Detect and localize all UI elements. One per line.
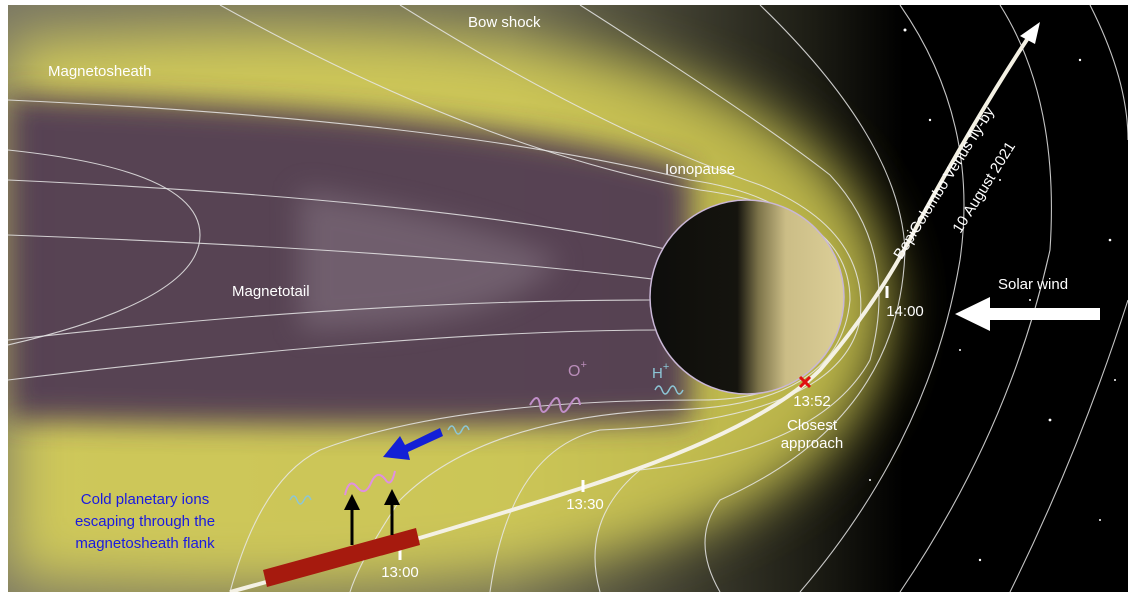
closest-approach-marker xyxy=(798,375,812,389)
label: Closest xyxy=(787,417,838,434)
label: Bow shock xyxy=(468,14,541,31)
trajectory-arrowhead xyxy=(1020,22,1040,44)
ion-bar xyxy=(263,528,420,587)
illustration xyxy=(8,5,1128,592)
label: Solar wind xyxy=(998,276,1068,293)
h-ion-helix xyxy=(654,385,684,395)
time-label: 14:00 xyxy=(886,303,924,320)
tail-plasma xyxy=(300,190,560,330)
ion-label: O+ xyxy=(568,359,587,380)
time-label: 13:52 xyxy=(793,393,831,410)
label: Magnetosheath xyxy=(48,63,151,80)
trajectory xyxy=(229,30,1034,592)
ion-charge: + xyxy=(663,361,669,373)
escape-arrows xyxy=(344,489,400,545)
ion-symbol: H xyxy=(652,365,663,382)
note: magnetosheath flank xyxy=(75,535,215,552)
o-ion-helix xyxy=(529,397,581,413)
ion-flow-arrow xyxy=(383,428,443,460)
label: Magnetotail xyxy=(232,283,310,300)
time-label: 13:00 xyxy=(381,564,419,581)
ion-label: H+ xyxy=(652,361,669,382)
stars xyxy=(869,28,1116,562)
note: Cold planetary ions xyxy=(81,491,209,508)
venus xyxy=(649,199,845,395)
note: escaping through the xyxy=(75,513,215,530)
h-ion-helix xyxy=(289,495,312,505)
ion-symbol: O xyxy=(568,363,580,380)
label: Ionopause xyxy=(665,161,735,178)
ion-helix xyxy=(344,470,396,496)
h-ion-helix xyxy=(447,425,470,435)
solar-wind-arrow xyxy=(955,297,1100,331)
time-label: 13:30 xyxy=(566,496,604,513)
field-lines xyxy=(8,5,1128,592)
ion-charge: + xyxy=(580,359,586,371)
label: approach xyxy=(781,435,844,452)
